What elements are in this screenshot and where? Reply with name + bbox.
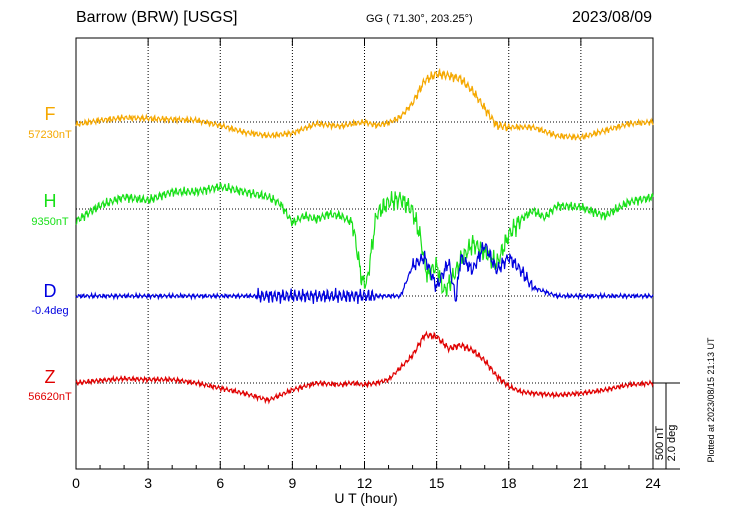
x-tick-label-0: 0: [72, 475, 80, 491]
grid-layer: [147, 38, 582, 469]
series-name-H: H: [43, 191, 57, 211]
x-tick-label-24: 24: [645, 475, 661, 491]
series-baseline-D: -0.4deg: [31, 305, 69, 317]
plot-date: 2023/08/09: [572, 9, 653, 26]
series-baseline-Z: 56620nT: [28, 391, 72, 403]
scale-bar-label: 500 nT 2.0 deg: [654, 413, 678, 473]
series-line-D: [75, 242, 654, 305]
x-tick-label-15: 15: [428, 475, 445, 491]
scale-bar-deg: 2.0 deg: [666, 424, 678, 462]
station-coordinates: GG ( 71.30°, 203.25°): [366, 13, 473, 25]
x-axis-label: U T (hour): [334, 490, 398, 506]
x-tick-label-12: 12: [356, 475, 373, 491]
x-tick-label-18: 18: [500, 475, 517, 491]
scale-bar: [653, 382, 680, 470]
x-tick-label-21: 21: [573, 475, 589, 491]
scale-bar-nt: 500 nT: [654, 425, 666, 461]
series-baseline-H: 9350nT: [31, 216, 69, 228]
series-name-Z: Z: [44, 367, 56, 387]
tick-layer: [75, 38, 654, 469]
series-name-D: D: [43, 281, 57, 301]
x-tick-label-9: 9: [288, 475, 297, 491]
station-title: Barrow (BRW) [USGS]: [76, 9, 238, 26]
series-line-Z: [75, 330, 654, 405]
series-baseline-F: 57230nT: [28, 129, 72, 141]
x-tick-label-6: 6: [216, 475, 225, 491]
plotted-timestamp: Plotted at 2023/08/15 21:13 UT: [706, 337, 716, 463]
series-line-F: [75, 67, 654, 141]
series-name-F: F: [44, 104, 56, 124]
series-line-H: [75, 182, 654, 297]
series-layer: [75, 67, 654, 405]
x-tick-label-3: 3: [144, 475, 153, 491]
